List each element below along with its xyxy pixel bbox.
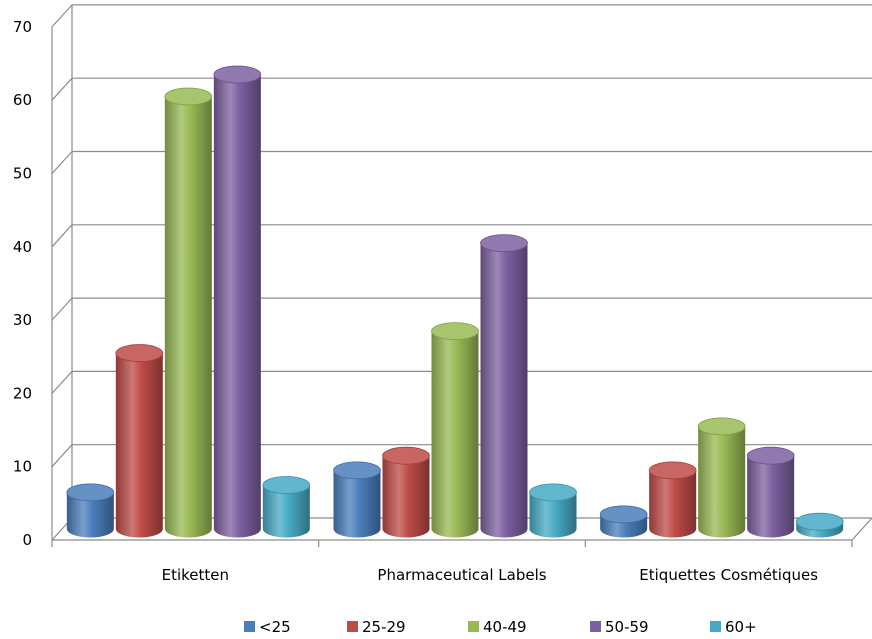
bar-top	[213, 65, 262, 84]
bar-top	[697, 417, 746, 436]
legend-label: 40-49	[483, 618, 527, 636]
gridline-side	[51, 4, 73, 28]
legend-item: 50-59	[590, 618, 649, 636]
y-tick-label: 40	[13, 238, 32, 256]
y-tick-label: 0	[22, 531, 32, 549]
bar-top	[795, 512, 844, 531]
bar-25-etiketten	[66, 483, 115, 538]
legend-label: <25	[259, 618, 291, 636]
legend-swatch	[347, 621, 358, 632]
y-tick-label: 30	[13, 311, 32, 329]
legend-swatch	[244, 621, 255, 632]
bar-body	[649, 470, 697, 538]
bar-top	[382, 446, 430, 465]
legend-swatch	[468, 621, 479, 632]
bar-60-etiketten	[262, 476, 311, 538]
x-tick-label: Pharmaceutical Labels	[377, 566, 546, 584]
bar-25-pharmaceutical-labels	[333, 461, 381, 538]
y-tick-label: 60	[13, 91, 32, 109]
bars	[66, 65, 844, 538]
legend-label: 25-29	[362, 618, 406, 636]
legend-item: 40-49	[468, 618, 527, 636]
bar-40-49-etiquettes-cosm-tiques	[697, 417, 746, 538]
bar-25-29-etiquettes-cosm-tiques	[648, 461, 697, 538]
bar-top	[431, 322, 479, 340]
bar-body	[480, 243, 528, 538]
gridline-side	[51, 370, 73, 394]
bar-body	[262, 485, 310, 538]
y-tick-label: 10	[13, 458, 32, 476]
gridline-side	[51, 77, 73, 101]
legend-swatch	[710, 621, 721, 632]
bar-body	[382, 455, 430, 538]
gridline-side	[51, 297, 73, 321]
bar-25-etiquettes-cosm-tiques	[599, 505, 648, 538]
bar-top	[262, 476, 311, 494]
bar-top	[599, 505, 648, 524]
bar-25-29-etiketten	[115, 344, 164, 538]
bar-top	[115, 344, 164, 362]
bar-body	[164, 96, 212, 538]
bar-top	[66, 483, 115, 502]
gridline-side	[51, 444, 73, 468]
bar-body	[698, 426, 746, 538]
bar-60-pharmaceutical-labels	[529, 483, 577, 538]
y-tick-label: 20	[13, 384, 32, 402]
axes	[51, 4, 872, 547]
gridline-side	[51, 151, 73, 174]
y-tick-label: 50	[13, 165, 32, 183]
bar-body	[333, 470, 381, 538]
legend: <25 25-29 40-49 50-59 60+	[244, 618, 757, 636]
legend-item: <25	[244, 618, 291, 636]
bar-60-etiquettes-cosm-tiques	[795, 512, 844, 538]
bar-body	[529, 492, 577, 538]
bar-40-49-pharmaceutical-labels	[431, 322, 479, 538]
labels: 0 10 20 30 40 50 60 70 Etiketten Pharmaceutical L…	[13, 18, 818, 584]
bar-top	[648, 461, 697, 480]
bar-50-59-pharmaceutical-labels	[480, 234, 528, 538]
y-tick-label: 70	[13, 18, 32, 36]
legend-label: 50-59	[605, 618, 649, 636]
x-tick-label: Etiquettes Cosmétiques	[639, 566, 818, 584]
x-tick-label: Etiketten	[162, 566, 229, 584]
bar-body	[115, 353, 163, 538]
bar-body	[66, 492, 114, 538]
bar-body	[747, 455, 795, 538]
bar-top	[333, 461, 381, 480]
bar-top	[746, 446, 795, 465]
bar-body	[213, 74, 261, 538]
bar-25-29-pharmaceutical-labels	[382, 446, 430, 538]
legend-item: 25-29	[347, 618, 406, 636]
bar-50-59-etiketten	[213, 65, 262, 538]
legend-swatch	[590, 621, 601, 632]
gridline-side	[51, 224, 73, 248]
x-axis-side	[851, 517, 872, 541]
bar-top	[164, 87, 213, 106]
bar-top	[480, 234, 528, 253]
bar-body	[431, 331, 479, 538]
legend-label: 60+	[725, 618, 757, 636]
bar-50-59-etiquettes-cosm-tiques	[746, 446, 795, 538]
bar-top	[529, 483, 577, 502]
bar-40-49-etiketten	[164, 87, 213, 538]
legend-item: 60+	[710, 618, 757, 636]
